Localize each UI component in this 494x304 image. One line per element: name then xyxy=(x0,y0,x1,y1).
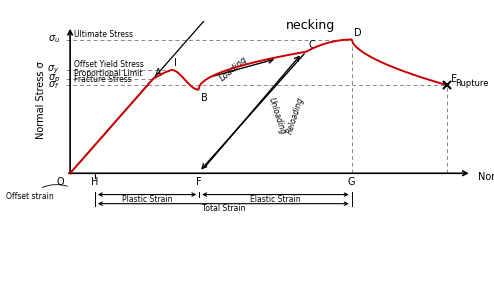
Text: Plastic Strain: Plastic Strain xyxy=(122,195,172,204)
Text: $\sigma_f$: $\sigma_f$ xyxy=(48,79,60,91)
Text: A: A xyxy=(155,68,162,78)
Text: $\sigma_u$: $\sigma_u$ xyxy=(47,34,60,45)
Text: Loading: Loading xyxy=(218,55,249,83)
Text: Normal Stress σ: Normal Stress σ xyxy=(36,61,46,139)
Text: Elastic Strain: Elastic Strain xyxy=(250,195,301,204)
Text: G: G xyxy=(348,177,355,187)
Text: I: I xyxy=(173,58,176,68)
Text: necking: necking xyxy=(286,19,335,32)
Text: Total Strain: Total Strain xyxy=(202,204,245,213)
Text: B: B xyxy=(201,93,207,103)
Text: Unloading: Unloading xyxy=(267,96,288,135)
Text: Reloading: Reloading xyxy=(286,96,306,135)
Text: D: D xyxy=(354,28,361,38)
Text: C: C xyxy=(308,40,315,50)
Text: $\sigma_y$: $\sigma_y$ xyxy=(47,64,60,76)
Text: Rupture: Rupture xyxy=(455,79,489,88)
Text: Normal Strain ε: Normal Strain ε xyxy=(478,172,494,182)
Text: Fracture Stress: Fracture Stress xyxy=(74,75,132,85)
Text: O: O xyxy=(56,177,64,187)
Text: E: E xyxy=(451,74,457,84)
Text: Offset Yield Stress: Offset Yield Stress xyxy=(74,60,144,69)
Text: H: H xyxy=(91,177,99,187)
Text: Offset strain: Offset strain xyxy=(6,185,68,201)
Text: F: F xyxy=(197,177,202,187)
Text: $\sigma_p$: $\sigma_p$ xyxy=(47,73,60,85)
Text: Proportional Limit: Proportional Limit xyxy=(74,69,143,78)
Text: Ultimate Stress: Ultimate Stress xyxy=(74,30,133,39)
